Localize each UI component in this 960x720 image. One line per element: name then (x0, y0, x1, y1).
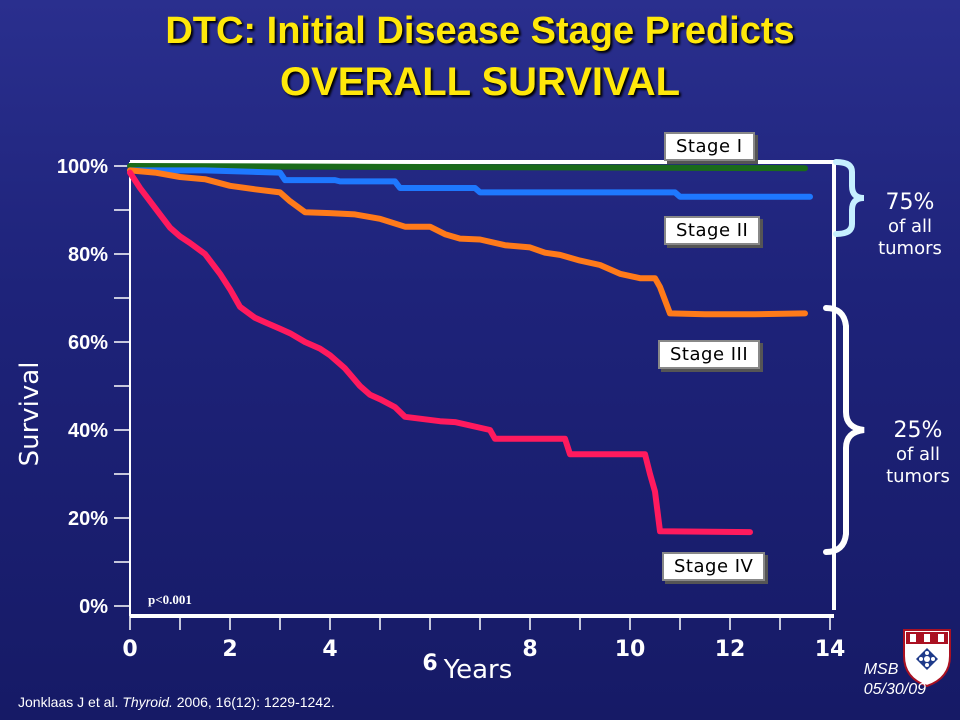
slide-date: 05/30/09 (863, 681, 926, 698)
y-tick-label: 80% (68, 244, 108, 266)
y-tick-label: 20% (68, 508, 108, 530)
citation-authors: Jonklaas J et al. (18, 694, 123, 710)
legend-label-stage-1: Stage I (664, 132, 755, 161)
upper-group-text2: tumors (878, 238, 942, 259)
citation-details: 2006, 16(12): 1229-1242. (172, 694, 335, 710)
lower-group-pct: 25% (893, 418, 943, 443)
legend-label-stage-2: Stage II (664, 216, 761, 245)
slide-title-line1: DTC: Initial Disease Stage Predicts (165, 10, 795, 52)
survival-curve-1 (127, 163, 808, 172)
x-tick-label: 4 (322, 637, 337, 662)
y-tick-label: 40% (68, 420, 108, 442)
y-tick-label: 60% (68, 332, 108, 354)
author-initials: MSB (863, 661, 899, 678)
survival-curve-4 (127, 169, 753, 536)
lower-group-text2: tumors (886, 466, 950, 487)
university-shield-logo (903, 629, 951, 688)
y-axis-title: Survival (15, 362, 45, 467)
p-value-annotation: p<0.001 (148, 592, 192, 607)
upper-brace (833, 159, 865, 237)
x-tick-label: 6 (422, 651, 437, 676)
legend-label-stage-3: Stage III (658, 340, 761, 369)
lower-group-share: 25% of all tumors (876, 418, 960, 488)
x-tick-label: 10 (615, 637, 646, 662)
survival-curve-2 (127, 167, 813, 200)
citation-footnote: Jonklaas J et al. Thyroid. 2006, 16(12):… (18, 694, 335, 710)
lower-brace (823, 305, 865, 555)
citation-journal: Thyroid. (122, 694, 173, 710)
y-tick-label: 100% (57, 156, 108, 178)
x-tick-label: 2 (222, 637, 237, 662)
author-date-stamp: MSB 05/30/09 (864, 660, 926, 700)
legend-label-stage-4: Stage IV (662, 552, 766, 581)
x-tick-label: 8 (522, 637, 537, 662)
x-tick-label: 0 (122, 637, 137, 662)
upper-group-share: 75% of all tumors (862, 190, 958, 260)
survival-curve-3 (127, 167, 808, 318)
upper-group-text1: of all (887, 216, 933, 237)
y-tick-label: 0% (79, 596, 108, 618)
x-tick-label: 14 (815, 637, 846, 662)
upper-group-pct: 75% (885, 190, 935, 215)
slide-title-line2: OVERALL SURVIVAL (279, 60, 681, 104)
x-axis-title: Years (443, 655, 513, 685)
lower-group-text1: of all (895, 444, 941, 465)
x-tick-label: 12 (715, 637, 746, 662)
